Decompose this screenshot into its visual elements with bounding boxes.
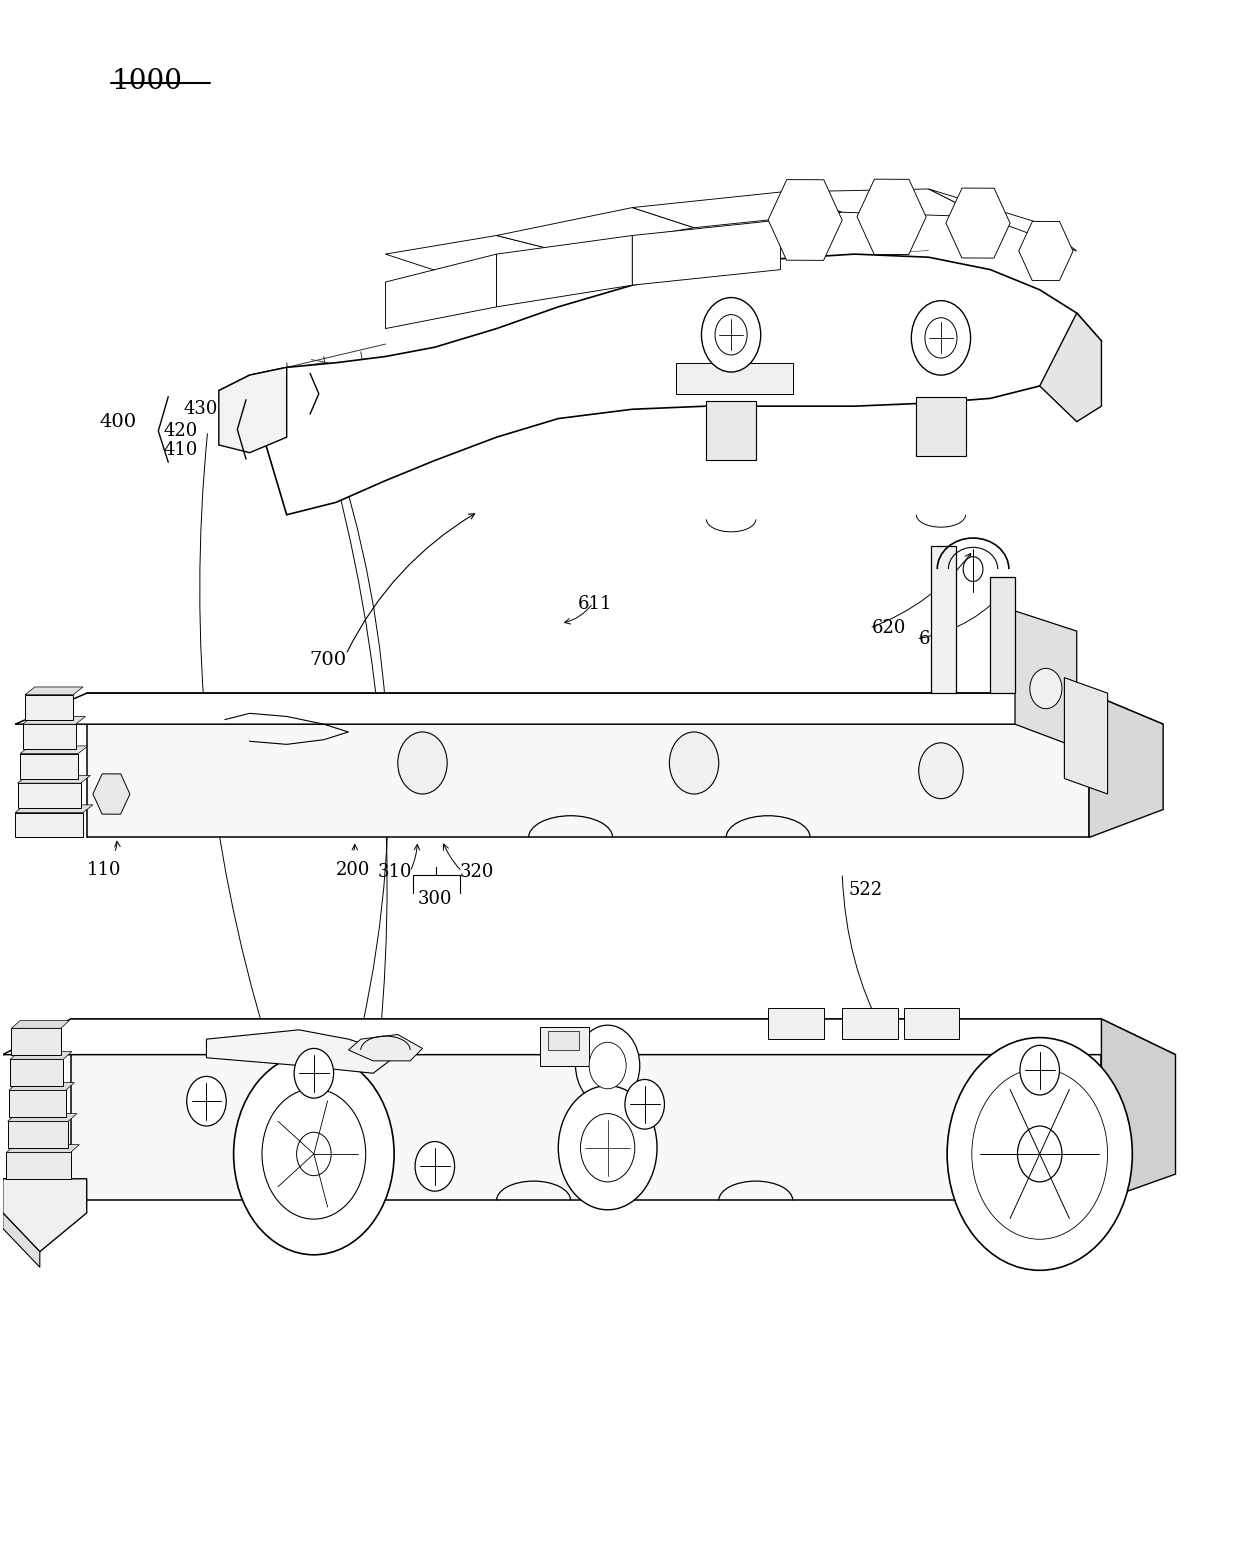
- Circle shape: [911, 301, 971, 375]
- Circle shape: [294, 1048, 334, 1098]
- Polygon shape: [2, 1179, 87, 1252]
- Polygon shape: [10, 1051, 72, 1059]
- Polygon shape: [218, 254, 1101, 515]
- Bar: [6, 1152, 71, 1179]
- Polygon shape: [1089, 693, 1163, 838]
- Bar: [904, 1007, 960, 1039]
- Polygon shape: [1016, 610, 1076, 747]
- Circle shape: [963, 557, 983, 581]
- Bar: [548, 1031, 579, 1049]
- Polygon shape: [87, 693, 1089, 838]
- Polygon shape: [9, 1082, 74, 1090]
- Bar: [15, 813, 83, 838]
- Circle shape: [233, 1053, 394, 1255]
- Circle shape: [670, 732, 719, 794]
- Circle shape: [919, 743, 963, 799]
- Text: 522: 522: [848, 881, 883, 898]
- Polygon shape: [1039, 313, 1101, 422]
- Polygon shape: [780, 188, 985, 216]
- Text: 430: 430: [184, 400, 217, 419]
- Polygon shape: [25, 687, 83, 694]
- Polygon shape: [496, 207, 694, 251]
- Circle shape: [1030, 668, 1061, 708]
- Polygon shape: [15, 693, 1163, 724]
- Circle shape: [558, 1085, 657, 1210]
- Circle shape: [398, 732, 448, 794]
- Polygon shape: [11, 1020, 69, 1028]
- Polygon shape: [386, 235, 558, 274]
- Polygon shape: [676, 363, 792, 394]
- Text: 432: 432: [326, 395, 361, 414]
- Bar: [10, 1059, 63, 1085]
- Circle shape: [575, 1025, 640, 1105]
- Text: 431: 431: [326, 374, 361, 392]
- Circle shape: [589, 1042, 626, 1088]
- Text: 110: 110: [87, 861, 122, 878]
- Text: 410: 410: [164, 441, 198, 459]
- Polygon shape: [6, 1144, 79, 1152]
- Text: 700: 700: [309, 651, 346, 670]
- Text: 200: 200: [336, 861, 371, 878]
- Text: 300: 300: [418, 891, 453, 908]
- Text: 420: 420: [164, 422, 198, 441]
- Bar: [9, 1090, 66, 1116]
- Circle shape: [415, 1141, 455, 1191]
- Polygon shape: [1064, 677, 1107, 794]
- Polygon shape: [17, 775, 91, 783]
- Bar: [22, 724, 76, 749]
- Text: 610: 610: [919, 631, 954, 648]
- Text: 1000: 1000: [112, 69, 182, 95]
- Bar: [20, 754, 78, 778]
- Circle shape: [1021, 1045, 1059, 1095]
- Bar: [842, 1007, 898, 1039]
- Circle shape: [187, 1076, 226, 1126]
- Text: 320: 320: [460, 863, 494, 881]
- Bar: [916, 397, 966, 456]
- Polygon shape: [931, 547, 956, 693]
- Polygon shape: [348, 1034, 423, 1060]
- Polygon shape: [632, 192, 842, 227]
- Text: 400: 400: [99, 413, 136, 431]
- Bar: [7, 1121, 68, 1148]
- Circle shape: [947, 1037, 1132, 1271]
- Bar: [25, 694, 73, 719]
- Polygon shape: [496, 235, 632, 307]
- Text: 620: 620: [872, 620, 906, 637]
- Circle shape: [580, 1113, 635, 1182]
- Polygon shape: [15, 805, 93, 813]
- Bar: [17, 783, 81, 808]
- Circle shape: [296, 1132, 331, 1176]
- Circle shape: [972, 1068, 1107, 1239]
- Polygon shape: [2, 1018, 1176, 1054]
- Circle shape: [1018, 1126, 1061, 1182]
- Text: 310: 310: [378, 863, 413, 881]
- Polygon shape: [207, 1029, 398, 1073]
- Polygon shape: [632, 220, 780, 285]
- Polygon shape: [218, 367, 286, 453]
- Circle shape: [702, 297, 760, 372]
- Bar: [768, 1007, 823, 1039]
- Circle shape: [925, 318, 957, 358]
- Polygon shape: [929, 188, 1076, 251]
- Polygon shape: [386, 254, 496, 329]
- Polygon shape: [1101, 1018, 1176, 1200]
- Polygon shape: [2, 1213, 40, 1267]
- Text: 611: 611: [578, 595, 613, 613]
- Circle shape: [262, 1088, 366, 1219]
- Polygon shape: [7, 1113, 77, 1121]
- Polygon shape: [71, 1018, 1101, 1200]
- Text: 600: 600: [765, 719, 802, 738]
- Polygon shape: [22, 716, 86, 724]
- Bar: [11, 1028, 61, 1054]
- Polygon shape: [20, 746, 88, 754]
- Bar: [539, 1026, 589, 1065]
- Circle shape: [625, 1079, 665, 1129]
- Polygon shape: [991, 576, 1016, 693]
- Circle shape: [715, 315, 748, 355]
- Bar: [707, 402, 756, 461]
